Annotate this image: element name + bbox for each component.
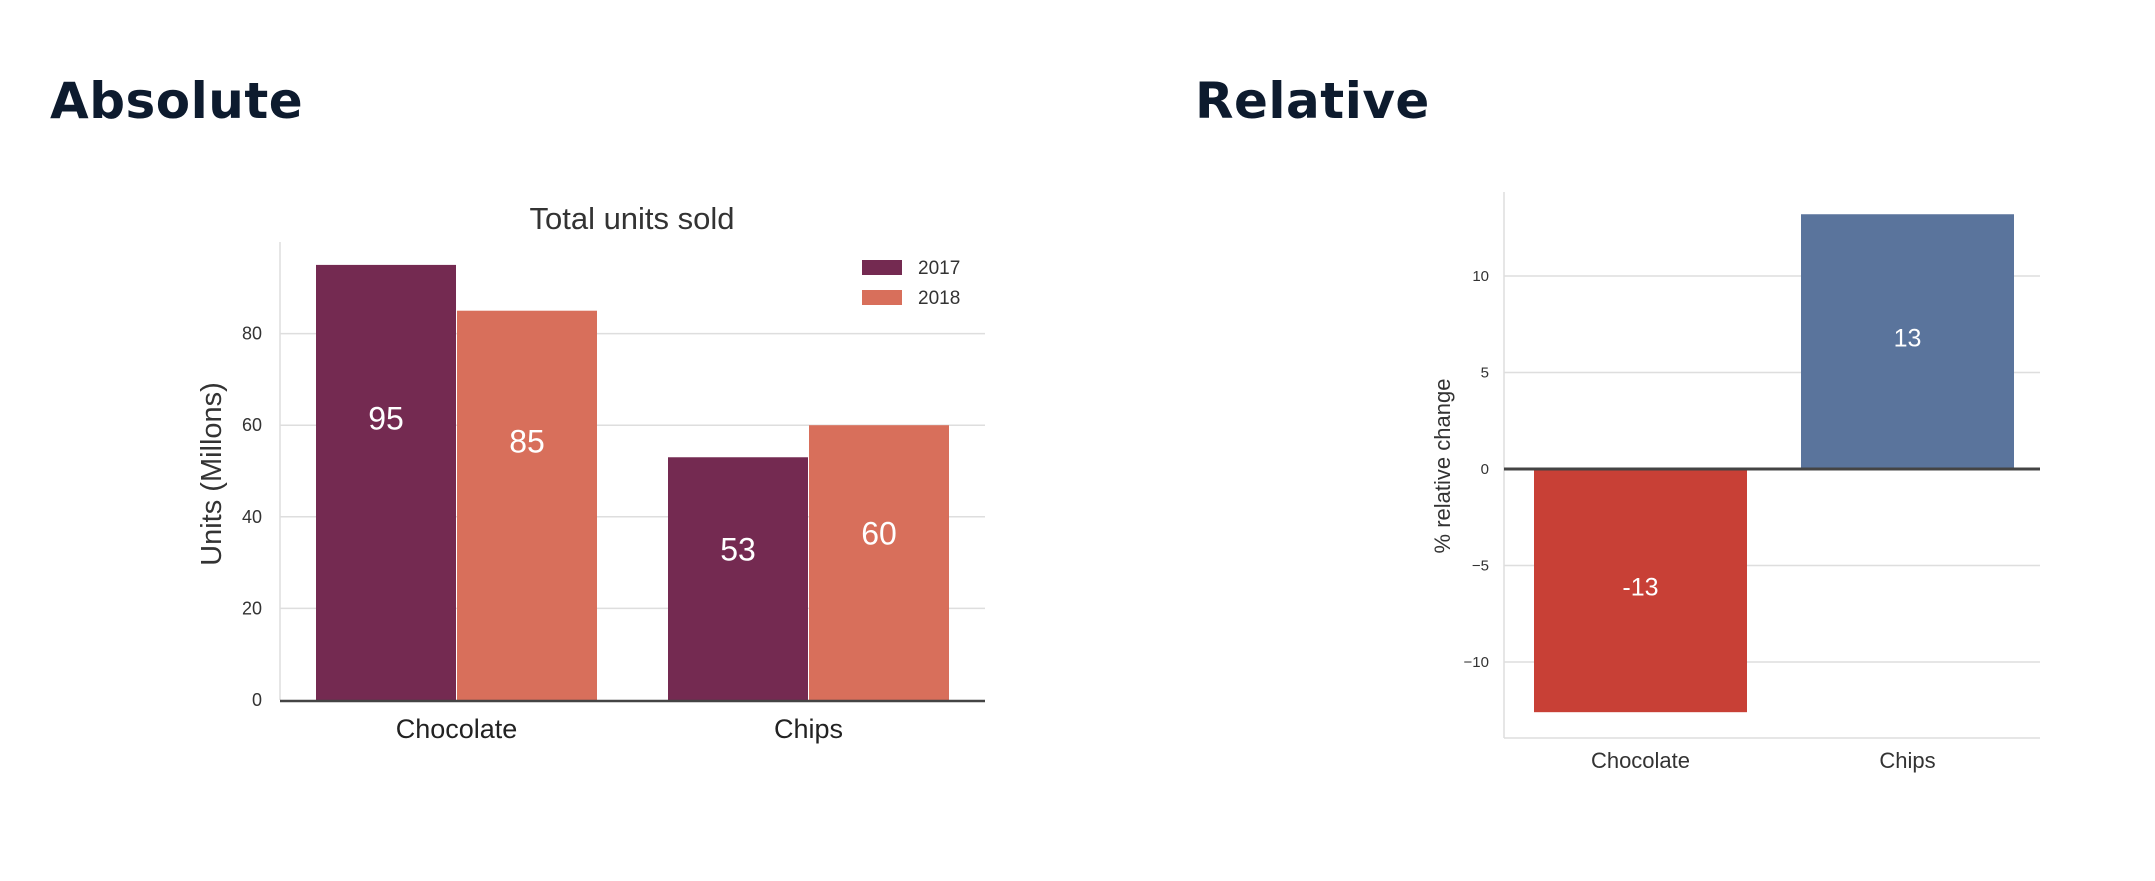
bar <box>668 457 808 700</box>
relative-heading: Relative <box>1195 72 1430 130</box>
chart-title: Total units sold <box>529 201 734 236</box>
category-label: Chips <box>774 714 843 744</box>
y-ticks-relative: −10 −5 0 5 10 <box>1464 268 1489 671</box>
y-axis-title: Units (Millons) <box>196 382 228 566</box>
bar <box>316 264 456 700</box>
bar-value-label: 95 <box>368 400 404 436</box>
y-tick-label: −10 <box>1464 654 1489 671</box>
bars-relative: -13 13 <box>1504 214 2040 713</box>
bar-value-label: 60 <box>861 516 897 552</box>
bar <box>809 425 949 700</box>
y-ticks: 0 20 40 60 80 <box>242 324 262 710</box>
legend-label: 2018 <box>918 288 960 309</box>
legend-swatch <box>862 290 902 305</box>
bar <box>457 310 597 700</box>
y-tick-label: 40 <box>242 507 262 527</box>
y-tick-label: 0 <box>1481 461 1489 478</box>
y-axis-title-relative: % relative change <box>1430 379 1455 554</box>
bar-value-label: -13 <box>1622 574 1658 602</box>
y-tick-label: 5 <box>1481 365 1489 382</box>
category-label: Chips <box>1879 748 1935 773</box>
y-tick-label: 10 <box>1472 268 1489 285</box>
y-tick-label: −5 <box>1472 558 1489 575</box>
legend-swatch <box>862 260 902 275</box>
y-tick-label: 80 <box>242 324 262 344</box>
category-labels-relative: Chocolate Chips <box>1591 748 1936 773</box>
bar-value-label: 13 <box>1894 325 1922 353</box>
bar-value-label: 53 <box>720 532 756 568</box>
legend: 2017 2018 <box>862 258 960 309</box>
y-tick-label: 60 <box>242 415 262 435</box>
bars: 95 85 53 60 <box>280 264 985 703</box>
y-tick-label: 0 <box>252 690 262 710</box>
bar <box>1534 469 1747 713</box>
y-tick-label: 20 <box>242 598 262 618</box>
category-label: Chocolate <box>396 714 518 744</box>
bar-value-label: 85 <box>509 423 545 459</box>
category-label: Chocolate <box>1591 748 1690 773</box>
legend-label: 2017 <box>918 258 960 279</box>
category-labels: Chocolate Chips <box>396 714 843 744</box>
absolute-heading: Absolute <box>50 72 304 130</box>
bar <box>1801 214 2014 469</box>
